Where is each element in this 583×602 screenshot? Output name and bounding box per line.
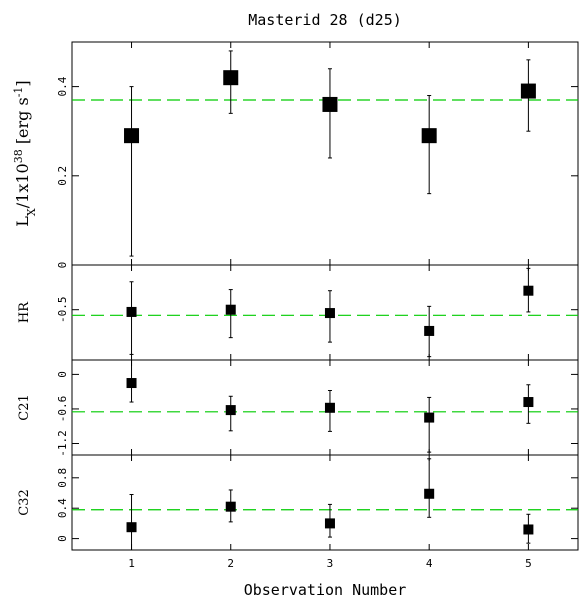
y-label-main: L bbox=[13, 216, 32, 227]
y-tick-label: -0.5 bbox=[56, 296, 69, 323]
panel-hr: -0.5 HR bbox=[17, 264, 579, 361]
x-tick-label: 1 bbox=[128, 557, 135, 570]
y-axis-label: HR bbox=[17, 301, 32, 323]
y-axis-label: C32 bbox=[17, 489, 32, 516]
y-label-close: ] bbox=[13, 80, 32, 86]
x-tick-label: 4 bbox=[426, 557, 433, 570]
y-tick-label: 0.2 bbox=[56, 166, 69, 186]
y-tick-label: -0.6 bbox=[56, 396, 69, 423]
panel-frame bbox=[71, 454, 579, 551]
data-point bbox=[225, 304, 236, 315]
y-tick-label: 0 bbox=[56, 262, 69, 269]
data-point bbox=[424, 488, 435, 499]
data-point bbox=[126, 522, 137, 533]
data-point bbox=[324, 308, 335, 319]
data-point bbox=[424, 412, 435, 423]
y-label-end: [erg s bbox=[13, 97, 32, 149]
panels: 0 0.2 0.4 LX/1x1038 [erg s-1] -0.5 HR 0 -0.6 -1.… bbox=[12, 41, 579, 570]
data-point bbox=[225, 405, 236, 416]
data-point bbox=[126, 378, 137, 389]
panel-frame bbox=[71, 41, 579, 266]
data-point bbox=[322, 96, 338, 112]
x-axis-label: Observation Number bbox=[244, 581, 407, 599]
y-label-main: C32 bbox=[17, 489, 32, 516]
data-point bbox=[225, 501, 236, 512]
y-tick-label: 0.8 bbox=[56, 468, 69, 488]
y-tick-label: 0 bbox=[56, 371, 69, 378]
y-tick-label: -1.2 bbox=[56, 430, 69, 457]
data-point bbox=[324, 402, 335, 413]
chart-title: Masterid 28 (d25) bbox=[248, 11, 402, 29]
y-tick-label: 0 bbox=[56, 535, 69, 542]
data-point bbox=[523, 397, 534, 408]
y-label-sup: 38 bbox=[12, 149, 25, 163]
y-label-sub: X bbox=[25, 208, 38, 216]
y-label-mid: /1x10 bbox=[13, 163, 32, 208]
y-axis-label: LX/1x1038 [erg s-1] bbox=[12, 80, 38, 226]
x-tick-label: 2 bbox=[227, 557, 234, 570]
data-point bbox=[520, 83, 536, 99]
data-point bbox=[124, 128, 140, 144]
y-tick-label: 0.4 bbox=[56, 76, 69, 96]
y-label-main: C21 bbox=[17, 394, 32, 421]
y-label-main: HR bbox=[17, 301, 32, 323]
x-tick-label: 5 bbox=[525, 557, 532, 570]
data-point bbox=[424, 325, 435, 336]
panel-lx: 0 0.2 0.4 LX/1x1038 [erg s-1] bbox=[12, 41, 579, 269]
data-point bbox=[223, 70, 239, 86]
data-point bbox=[324, 518, 335, 529]
data-point bbox=[421, 128, 437, 144]
x-tick-label: 3 bbox=[327, 557, 334, 570]
panel-c21: 0 -0.6 -1.2 C21 bbox=[17, 359, 579, 457]
data-point bbox=[126, 306, 137, 317]
panel-c32: 0 0.4 0.8 C32 bbox=[17, 454, 579, 551]
y-label-sup2: -1 bbox=[12, 87, 25, 98]
y-axis-label: C21 bbox=[17, 394, 32, 421]
y-tick-label: 0.4 bbox=[56, 498, 69, 518]
data-point bbox=[523, 524, 534, 535]
data-point bbox=[523, 285, 534, 296]
